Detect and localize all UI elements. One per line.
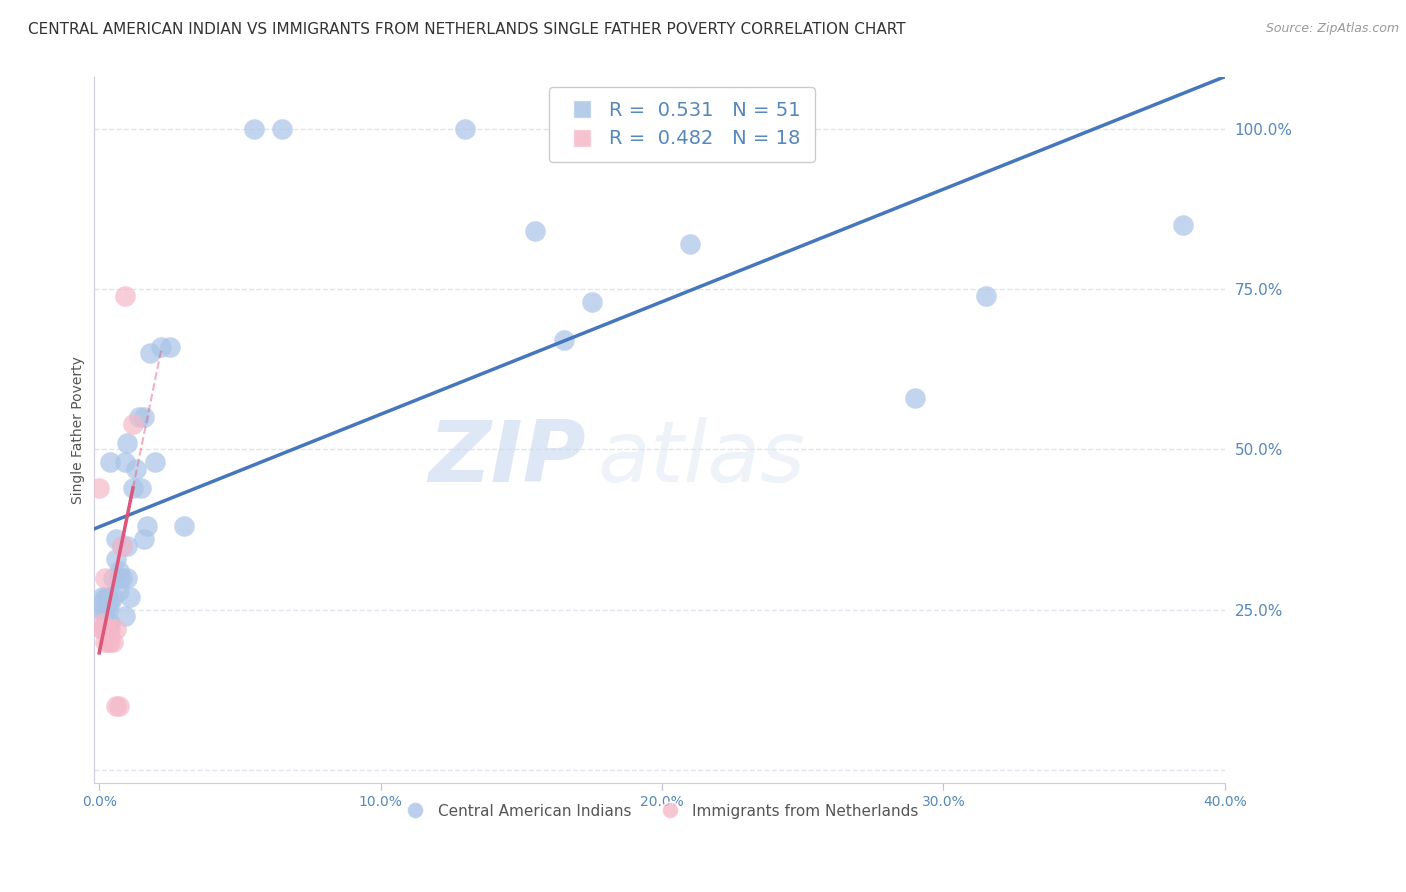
Point bbox=[94, 603, 117, 617]
Point bbox=[117, 539, 139, 553]
Point bbox=[91, 615, 114, 630]
Point bbox=[974, 288, 997, 302]
Point bbox=[100, 635, 122, 649]
Point bbox=[159, 340, 181, 354]
Point bbox=[97, 603, 120, 617]
Point bbox=[94, 571, 117, 585]
Point bbox=[117, 436, 139, 450]
Point bbox=[97, 590, 120, 604]
Point bbox=[105, 699, 128, 714]
Legend: Central American Indians, Immigrants from Netherlands: Central American Indians, Immigrants fro… bbox=[394, 797, 925, 825]
Point bbox=[94, 635, 117, 649]
Point bbox=[128, 410, 150, 425]
Text: atlas: atlas bbox=[598, 417, 806, 500]
Text: Source: ZipAtlas.com: Source: ZipAtlas.com bbox=[1265, 22, 1399, 36]
Point bbox=[134, 533, 156, 547]
Point bbox=[108, 565, 131, 579]
Point bbox=[454, 121, 477, 136]
Point bbox=[97, 622, 120, 636]
Text: CENTRAL AMERICAN INDIAN VS IMMIGRANTS FROM NETHERLANDS SINGLE FATHER POVERTY COR: CENTRAL AMERICAN INDIAN VS IMMIGRANTS FR… bbox=[28, 22, 905, 37]
Point bbox=[553, 334, 575, 348]
Point bbox=[100, 455, 122, 469]
Point bbox=[91, 596, 114, 610]
Point bbox=[904, 391, 927, 405]
Point bbox=[97, 635, 120, 649]
Point bbox=[105, 622, 128, 636]
Point bbox=[136, 519, 159, 533]
Point bbox=[139, 346, 162, 360]
Point bbox=[91, 622, 114, 636]
Point bbox=[89, 481, 111, 495]
Point bbox=[91, 622, 114, 636]
Point bbox=[105, 533, 128, 547]
Point bbox=[94, 622, 117, 636]
Point bbox=[114, 455, 136, 469]
Point bbox=[103, 590, 125, 604]
Point bbox=[114, 288, 136, 302]
Point bbox=[150, 340, 173, 354]
Point bbox=[105, 551, 128, 566]
Point bbox=[145, 455, 167, 469]
Point bbox=[108, 699, 131, 714]
Point bbox=[679, 237, 702, 252]
Point bbox=[100, 622, 122, 636]
Point bbox=[97, 596, 120, 610]
Point bbox=[108, 571, 131, 585]
Point bbox=[91, 603, 114, 617]
Point bbox=[103, 571, 125, 585]
Point bbox=[97, 590, 120, 604]
Point bbox=[651, 121, 673, 136]
Point bbox=[125, 461, 148, 475]
Point bbox=[91, 590, 114, 604]
Point bbox=[103, 635, 125, 649]
Point bbox=[271, 121, 294, 136]
Point bbox=[111, 539, 134, 553]
Point bbox=[108, 583, 131, 598]
Point bbox=[111, 539, 134, 553]
Point bbox=[524, 224, 547, 238]
Point bbox=[1171, 218, 1194, 232]
Point bbox=[122, 481, 145, 495]
Point bbox=[243, 121, 266, 136]
Point bbox=[134, 410, 156, 425]
Point bbox=[117, 571, 139, 585]
Y-axis label: Single Father Poverty: Single Father Poverty bbox=[72, 356, 86, 504]
Point bbox=[100, 596, 122, 610]
Point bbox=[120, 590, 142, 604]
Text: ZIP: ZIP bbox=[427, 417, 586, 500]
Point bbox=[94, 590, 117, 604]
Point bbox=[173, 519, 195, 533]
Point bbox=[111, 571, 134, 585]
Point bbox=[122, 417, 145, 431]
Point bbox=[581, 295, 603, 310]
Point bbox=[131, 481, 153, 495]
Point bbox=[114, 609, 136, 624]
Point bbox=[94, 609, 117, 624]
Point bbox=[100, 615, 122, 630]
